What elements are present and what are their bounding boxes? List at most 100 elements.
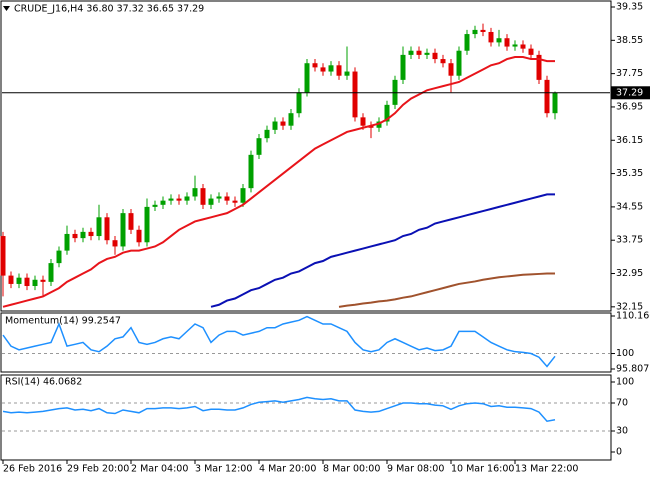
momentum-panel [0, 312, 612, 373]
y-tick-label: 0 [616, 447, 622, 458]
candle-body [448, 63, 454, 76]
candle-body [216, 196, 222, 199]
x-tick-label: 10 Mar 16:00 [451, 464, 514, 475]
x-tick-label: 2 Mar 04:00 [131, 464, 188, 475]
y-tick-label: 30 [616, 426, 628, 437]
candle-body [440, 59, 446, 64]
y-tick-label: 32.15 [616, 301, 643, 312]
moving-average [210, 193, 555, 308]
candle-body [152, 204, 158, 207]
x-tick-label: 3 Mar 12:00 [195, 464, 252, 475]
candle-body [104, 217, 110, 241]
candle-body [72, 233, 78, 239]
menu-triangle [3, 6, 10, 11]
candle-body [120, 213, 126, 247]
candle-body [288, 113, 294, 126]
rsi-panel [0, 374, 612, 461]
price-label: 37.29 [616, 87, 643, 98]
candle-body [144, 206, 150, 243]
candle-body [232, 200, 238, 203]
candle-body [200, 188, 206, 205]
candle-body [536, 54, 542, 80]
candle-body [296, 92, 302, 114]
candle-body [368, 125, 374, 128]
candle-body [488, 31, 494, 43]
x-tick-label: 4 Mar 20:00 [259, 464, 316, 475]
panel-title: RSI(14) 46.0682 [5, 377, 82, 388]
candle-body [128, 213, 134, 230]
candle-body [272, 121, 278, 130]
candle-body [472, 29, 478, 35]
candle-body [312, 63, 318, 68]
candle-body [304, 63, 310, 93]
indicator-line [2, 396, 556, 423]
candle-body [520, 44, 526, 49]
candle-body [336, 65, 342, 76]
candle-body [344, 71, 350, 76]
x-tick-label: 29 Feb 20:00 [67, 464, 129, 475]
candle-body [256, 138, 262, 155]
candle-body [496, 38, 502, 43]
candle-body [16, 277, 22, 284]
candle-body [360, 117, 366, 126]
candle-body [224, 196, 230, 201]
y-tick-label: 38.55 [616, 35, 643, 46]
x-tick-label: 9 Mar 08:00 [387, 464, 444, 475]
moving-average [2, 55, 555, 308]
candle-body [40, 279, 46, 282]
candle-body [96, 217, 102, 237]
candle-body [192, 188, 198, 197]
candle-body [328, 65, 334, 72]
candle-body [64, 233, 70, 251]
candle-body [400, 54, 406, 80]
candle-body [184, 196, 190, 201]
y-tick-label: 33.75 [616, 235, 643, 246]
y-tick-label: 37.75 [616, 68, 643, 79]
candle-body [88, 231, 94, 237]
candle-body [160, 200, 166, 205]
candle-body [376, 121, 382, 128]
y-tick-label: 32.95 [616, 268, 643, 279]
candle-body [136, 229, 142, 243]
candle-body [112, 240, 118, 247]
candle-body [264, 129, 270, 139]
candle-body [240, 188, 246, 203]
candle-body [320, 67, 326, 72]
y-tick-label: 39.35 [616, 1, 643, 12]
candle-body [208, 198, 214, 205]
candle-body [512, 44, 518, 47]
candle-body [384, 104, 390, 122]
candle-body [544, 79, 550, 114]
candle-body [552, 92, 558, 114]
candle-body [424, 52, 430, 55]
candle-body [32, 279, 38, 287]
candle-body [248, 154, 254, 189]
candle-body [280, 121, 286, 126]
candle-body [352, 71, 358, 118]
y-tick-label: 95.8077 [616, 364, 650, 375]
main-panel [0, 0, 612, 312]
candle-body [464, 34, 470, 51]
candle-body [24, 277, 30, 287]
y-tick-label: 34.55 [616, 201, 643, 212]
candle-body [48, 263, 54, 282]
price-label-bg [611, 86, 650, 100]
y-tick-label: 110.1669 [616, 311, 650, 322]
candle-body [456, 50, 462, 76]
y-tick-label: 100 [616, 348, 634, 359]
panel-title: CRUDE_J16,H4 36.80 37.32 36.65 37.29 [14, 4, 204, 15]
moving-average [338, 272, 555, 308]
y-tick-label: 35.35 [616, 168, 643, 179]
x-tick-label: 26 Feb 2016 [3, 464, 62, 475]
candle-body [8, 275, 14, 284]
candle-body [80, 231, 86, 239]
candle-body [0, 236, 6, 276]
y-tick-label: 36.15 [616, 135, 643, 146]
candle-body [168, 198, 174, 201]
candle-body [56, 250, 62, 264]
candle-body [408, 50, 414, 55]
candle-body [504, 38, 510, 47]
candle-body [480, 29, 486, 32]
